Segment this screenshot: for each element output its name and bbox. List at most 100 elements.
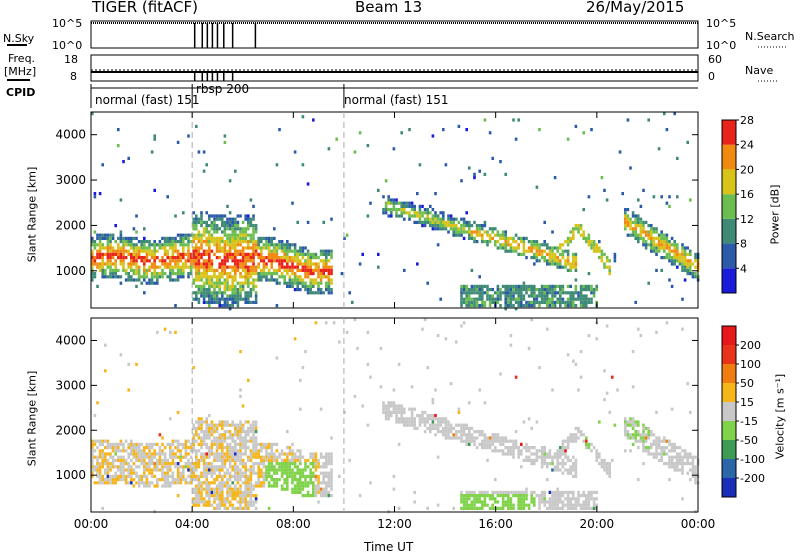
- data-cell: [462, 426, 466, 430]
- data-cell: [465, 500, 468, 504]
- data-cell: [676, 246, 679, 250]
- data-cell: [130, 465, 133, 469]
- data-cell: [283, 275, 286, 279]
- data-cell: [585, 506, 588, 510]
- data-cell: [187, 474, 190, 478]
- data-cell: [668, 278, 671, 282]
- data-cell: [132, 268, 136, 272]
- data-cell: [431, 227, 435, 231]
- data-cell: [189, 474, 193, 478]
- colorbar-tick-label: -15: [740, 415, 758, 428]
- data-cell: [473, 304, 476, 308]
- data-cell: [585, 494, 588, 498]
- data-cell: [135, 268, 138, 272]
- data-cell: [244, 268, 247, 272]
- data-cell: [286, 240, 289, 244]
- data-cell: [330, 278, 333, 282]
- data-cell: [140, 281, 143, 285]
- data-cell: [681, 465, 684, 469]
- data-cell: [644, 233, 648, 237]
- data-cell: [208, 265, 211, 269]
- data-cell: [122, 236, 125, 240]
- data-cell: [330, 452, 333, 456]
- data-cell: [205, 446, 208, 450]
- data-cell: [397, 417, 401, 421]
- data-cell: [392, 208, 396, 212]
- data-cell: [572, 265, 575, 269]
- data-cell: [691, 465, 695, 469]
- data-cell: [686, 471, 689, 475]
- data-cell: [481, 294, 484, 298]
- data-cell: [512, 446, 515, 450]
- data-cell: [288, 265, 292, 269]
- data-cell: [663, 240, 666, 244]
- ytick-label: 1000: [55, 468, 86, 482]
- data-cell: [109, 442, 112, 446]
- data-cell: [208, 487, 211, 491]
- data-cell: [101, 481, 104, 485]
- data-cell: [239, 471, 242, 475]
- data-cell: [676, 265, 679, 269]
- data-cell: [540, 490, 544, 494]
- data-cell: [145, 246, 149, 250]
- data-cell: [130, 256, 133, 260]
- data-cell: [223, 423, 227, 427]
- data-cell: [462, 224, 466, 228]
- data-cell: [582, 490, 585, 494]
- data-cell: [694, 468, 697, 472]
- nsky-tick-bottom: 10^0: [52, 39, 83, 52]
- data-cell: [153, 249, 156, 253]
- data-cell: [514, 297, 518, 301]
- colorbar-segment: [722, 478, 736, 497]
- data-cell: [475, 300, 479, 304]
- data-cell: [270, 449, 273, 453]
- data-cell: [236, 259, 240, 263]
- data-cell: [226, 294, 229, 298]
- data-cell: [598, 256, 601, 260]
- data-cell: [254, 230, 258, 234]
- data-cell: [182, 442, 185, 446]
- data-cell: [195, 497, 198, 501]
- data-cell: [650, 442, 653, 446]
- data-cell: [325, 487, 328, 491]
- data-cell: [218, 458, 221, 462]
- data-cell: [143, 262, 146, 266]
- data-cell: [101, 256, 104, 260]
- data-cell: [527, 455, 531, 459]
- colorbar-segment: [722, 402, 736, 421]
- data-cell: [686, 272, 689, 276]
- data-cell: [447, 224, 450, 228]
- data-cell: [247, 433, 250, 437]
- data-cell: [546, 478, 549, 482]
- data-cell: [241, 442, 245, 446]
- data-cell: [670, 259, 674, 263]
- data-cell: [205, 465, 208, 469]
- data-cell: [408, 423, 411, 427]
- data-cell: [260, 275, 263, 279]
- data-cell: [252, 420, 255, 424]
- data-cell: [306, 256, 310, 260]
- data-cell: [223, 503, 227, 507]
- data-cell: [551, 458, 554, 462]
- data-cell: [241, 494, 245, 498]
- data-cell: [195, 268, 198, 272]
- data-cell: [135, 259, 138, 263]
- data-cell: [301, 481, 305, 485]
- data-cell: [540, 284, 544, 288]
- data-cell: [254, 452, 258, 456]
- xtick-label: 08:00: [276, 517, 311, 531]
- data-cell: [418, 423, 422, 427]
- data-cell: [208, 471, 211, 475]
- data-cell: [96, 284, 99, 288]
- data-cell: [572, 259, 575, 263]
- data-cell: [104, 462, 107, 466]
- data-cell: [564, 462, 567, 466]
- data-cell: [244, 230, 247, 234]
- data-cell: [304, 484, 307, 488]
- data-cell: [117, 256, 120, 260]
- data-cell: [525, 449, 528, 453]
- data-cell: [317, 284, 320, 288]
- data-cell: [527, 346, 531, 350]
- data-cell: [520, 490, 523, 494]
- data-cell: [369, 481, 372, 485]
